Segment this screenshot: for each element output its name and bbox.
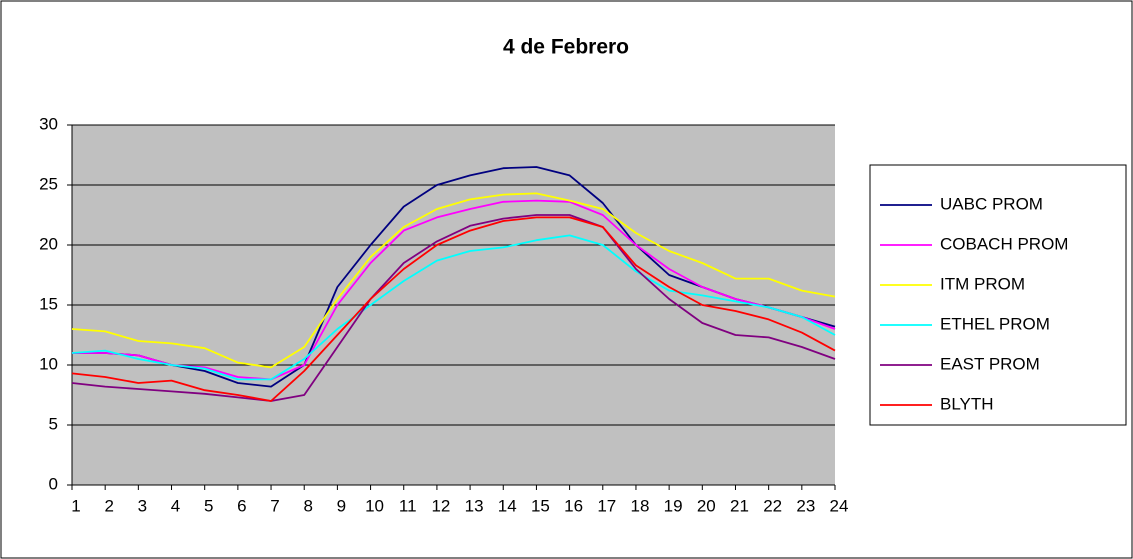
x-tick-label: 21 — [730, 496, 749, 515]
legend-label: BLYTH — [940, 394, 994, 413]
legend-label: COBACH PROM — [940, 234, 1068, 253]
legend — [869, 164, 1127, 426]
x-tick-label: 2 — [104, 496, 113, 515]
y-tick-label: 15 — [39, 294, 58, 313]
x-tick-label: 23 — [796, 496, 815, 515]
x-tick-label: 17 — [597, 496, 616, 515]
y-tick-label: 5 — [49, 414, 58, 433]
x-tick-label: 13 — [465, 496, 484, 515]
x-tick-label: 3 — [138, 496, 147, 515]
x-tick-label: 9 — [337, 496, 346, 515]
x-tick-label: 19 — [664, 496, 683, 515]
legend-label: UABC PROM — [940, 194, 1043, 213]
x-tick-label: 7 — [270, 496, 279, 515]
x-tick-label: 15 — [531, 496, 550, 515]
x-tick-label: 22 — [763, 496, 782, 515]
x-tick-label: 11 — [399, 496, 417, 515]
x-tick-label: 6 — [237, 496, 246, 515]
x-tick-label: 10 — [365, 496, 384, 515]
legend-label: ITM PROM — [940, 274, 1025, 293]
legend-label: ETHEL PROM — [940, 314, 1050, 333]
x-tick-label: 1 — [71, 496, 80, 515]
legend-label: EAST PROM — [940, 354, 1040, 373]
x-tick-label: 4 — [171, 496, 180, 515]
y-tick-label: 10 — [39, 354, 58, 373]
series-line — [71, 216, 836, 402]
y-tick-label: 0 — [49, 474, 58, 493]
y-tick-label: 30 — [39, 114, 58, 133]
series-line — [71, 214, 836, 402]
x-tick-label: 8 — [303, 496, 312, 515]
series-line — [71, 192, 836, 369]
y-tick-label: 25 — [39, 174, 58, 193]
series-line — [72, 199, 836, 381]
series-line — [71, 234, 836, 381]
x-tick-label: 20 — [697, 496, 716, 515]
x-tick-label: 16 — [564, 496, 583, 515]
x-tick-label: 18 — [630, 496, 649, 515]
x-tick-label: 12 — [431, 496, 450, 515]
x-tick-label: 14 — [498, 496, 517, 515]
y-tick-label: 20 — [39, 234, 58, 253]
x-tick-label: 5 — [204, 496, 213, 515]
x-tick-label: 24 — [830, 496, 849, 515]
chart-title: 4 de Febrero — [503, 36, 629, 59]
